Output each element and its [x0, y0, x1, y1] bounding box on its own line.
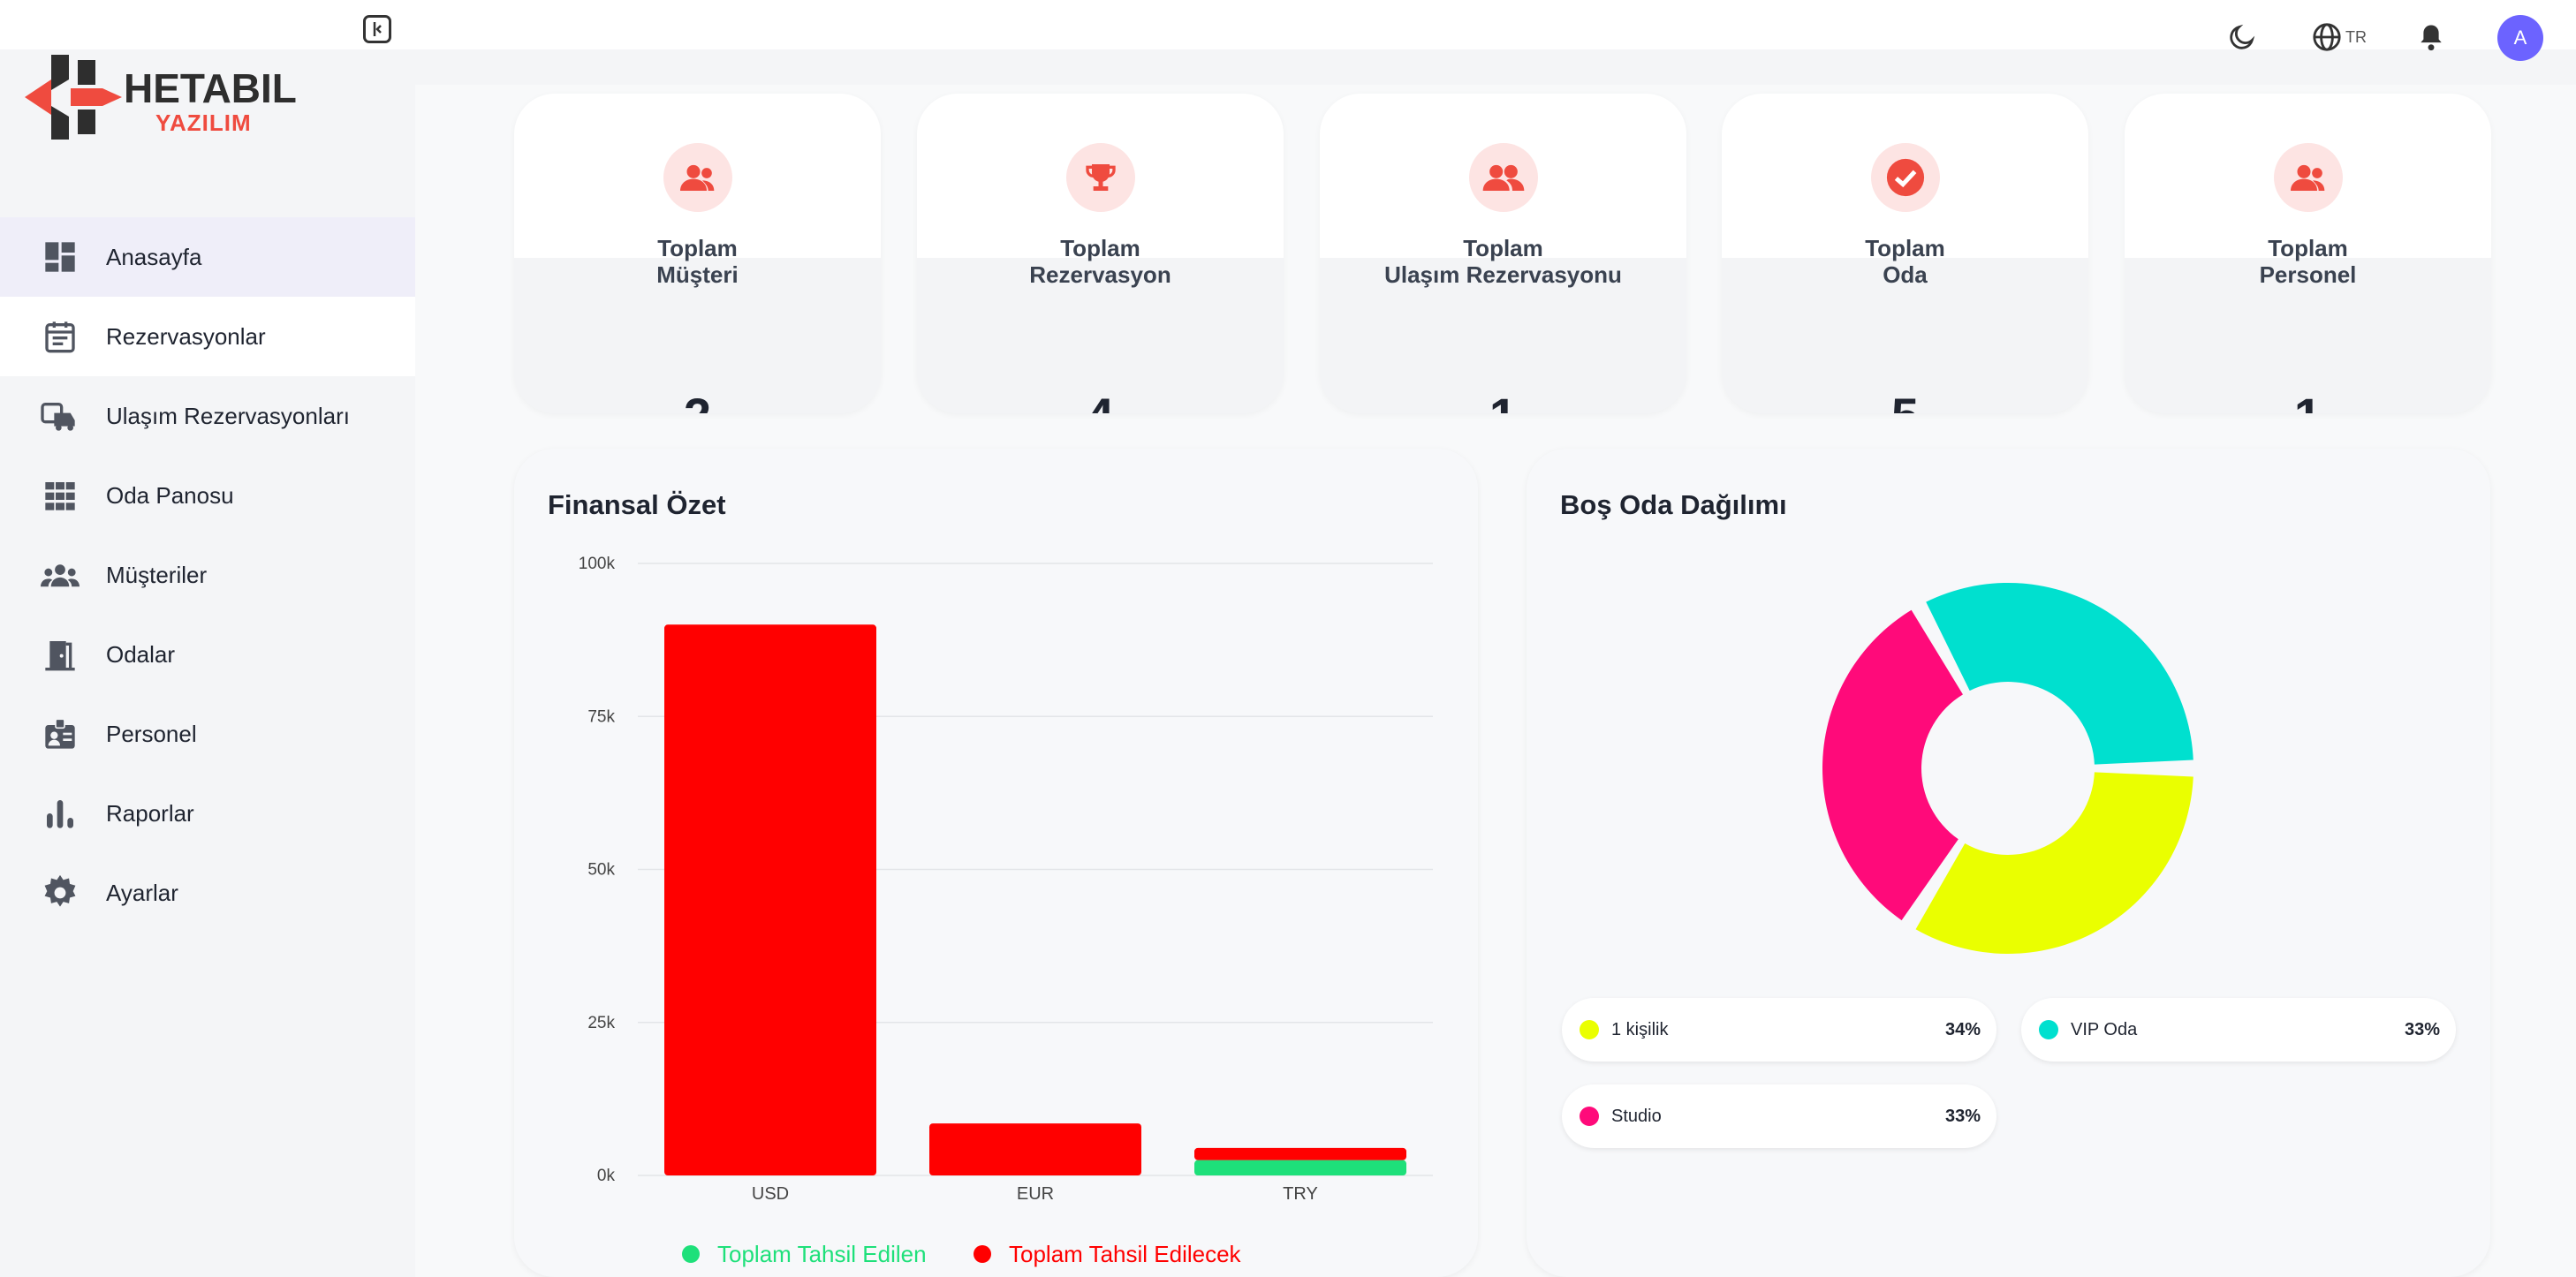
- sidebar-item-rezervasyonlar[interactable]: Rezervasyonlar: [0, 297, 415, 376]
- people-icon: [1468, 143, 1538, 212]
- sidebar-item-label: Personel: [106, 720, 197, 747]
- grid-icon: [41, 476, 80, 515]
- empty-rooms-title: Boş Oda Dağılımı: [1560, 489, 1787, 520]
- sidebar-item-label: Anasayfa: [106, 243, 202, 270]
- donut-slice-2: [1822, 609, 1963, 921]
- bar-chart-icon: [41, 794, 80, 833]
- legend-dot: [974, 1245, 991, 1263]
- sidebar-item-anasayfa[interactable]: Anasayfa: [0, 217, 415, 297]
- svg-text:HETABIL: HETABIL: [124, 65, 297, 111]
- gear-icon: [41, 873, 80, 912]
- sidebar-item-musteriler[interactable]: Müşteriler: [0, 535, 415, 615]
- moon-icon: [2230, 24, 2255, 49]
- legend-item: 1 kişilik 34%: [1562, 998, 1996, 1062]
- finance-title: Finansal Özet: [548, 489, 726, 520]
- people-icon: [663, 143, 732, 212]
- language-label: TR: [2345, 27, 2367, 46]
- sidebar-item-oda-panosu[interactable]: Oda Panosu: [0, 456, 415, 535]
- donut-slice-1: [1915, 772, 2193, 954]
- y-tick-label: 0k: [597, 1167, 616, 1185]
- sidebar-item-label: Oda Panosu: [106, 481, 234, 509]
- y-tick-label: 75k: [587, 707, 615, 726]
- sidebar-collapse-button[interactable]: [363, 15, 391, 43]
- sidebar-nav: Anasayfa Rezervasyonlar Ulaşım Rezervasy…: [0, 217, 415, 933]
- y-tick-label: 100k: [579, 555, 616, 573]
- sidebar-item-personel[interactable]: Personel: [0, 694, 415, 774]
- legend-item: Studio 33%: [1562, 1084, 1996, 1148]
- empty-rooms-panel: Boş Oda Dağılımı 1 kişilik 34% VIP Oda 3…: [1527, 449, 2490, 1277]
- trophy-icon: [1065, 143, 1135, 212]
- sidebar-item-ulasim-rezervasyonlari[interactable]: Ulaşım Rezervasyonları: [0, 376, 415, 456]
- x-tick-label: USD: [752, 1184, 789, 1204]
- finance-panel: Finansal Özet 0k 25k 50k 75k 100k USD EUR TRY To…: [514, 449, 1478, 1277]
- globe-icon: [2313, 23, 2341, 51]
- sidebar-item-label: Ayarlar: [106, 879, 178, 906]
- svg-text:YAZILIM: YAZILIM: [155, 110, 252, 136]
- x-tick-label: TRY: [1283, 1184, 1318, 1204]
- legend-label: Toplam Tahsil Edilen: [717, 1241, 927, 1267]
- legend-dot: [1580, 1020, 1599, 1039]
- avatar[interactable]: A: [2497, 15, 2543, 61]
- legend-dot: [2039, 1020, 2058, 1039]
- top-bar: TR A: [0, 0, 2576, 61]
- notifications-button[interactable]: [2413, 19, 2449, 55]
- sidebar-item-odalar[interactable]: Odalar: [0, 615, 415, 694]
- dashboard-icon: [41, 238, 80, 276]
- bar-try: [1194, 1160, 1406, 1175]
- people-icon: [2273, 143, 2343, 212]
- sidebar-item-raporlar[interactable]: Raporlar: [0, 774, 415, 853]
- bar-try: [1194, 1147, 1406, 1160]
- dark-mode-toggle[interactable]: [2224, 19, 2260, 55]
- donut-slice-3: [1926, 583, 2193, 765]
- x-tick-label: EUR: [1017, 1184, 1054, 1204]
- badge-icon: [41, 714, 80, 753]
- stat-value: 5: [1722, 387, 2088, 413]
- sidebar-item-label: Odalar: [106, 640, 176, 668]
- legend-dot: [1580, 1107, 1599, 1126]
- language-selector[interactable]: TR: [2306, 19, 2373, 55]
- stat-value: 1: [2125, 387, 2491, 413]
- stat-value: 4: [917, 387, 1284, 413]
- bell-icon: [2421, 25, 2442, 51]
- collapse-icon: [373, 22, 382, 36]
- door-icon: [41, 635, 80, 674]
- legend-dot: [682, 1245, 700, 1263]
- legend-label: Toplam Tahsil Edilecek: [1009, 1241, 1242, 1267]
- sidebar-item-label: Ulaşım Rezervasyonları: [106, 402, 350, 429]
- logo[interactable]: HETABIL YAZILIM: [25, 53, 316, 141]
- stat-value: 1: [1320, 387, 1686, 413]
- car-icon: [41, 397, 80, 435]
- empty-rooms-donut-chart: [1822, 583, 2193, 954]
- sidebar-item-ayarlar[interactable]: Ayarlar: [0, 853, 415, 933]
- sidebar-item-label: Rezervasyonlar: [106, 322, 266, 350]
- logo-mark: [25, 55, 122, 140]
- sidebar-item-label: Raporlar: [106, 799, 194, 827]
- legend-item: VIP Oda 33%: [2021, 998, 2456, 1062]
- y-tick-label: 25k: [587, 1014, 615, 1032]
- bar-usd: [664, 624, 876, 1175]
- calendar-icon: [41, 317, 80, 356]
- sidebar: HETABIL YAZILIM Anasayfa Rezervasyonlar …: [0, 49, 415, 1277]
- y-tick-label: 50k: [587, 861, 615, 880]
- finance-bar-chart: 0k 25k 50k 75k 100k USD EUR TRY Toplam Tahsil Ed…: [579, 555, 1433, 1267]
- bar-eur: [929, 1123, 1141, 1175]
- stat-value: 2: [514, 387, 881, 413]
- check-circle-icon: [1870, 143, 1940, 212]
- sidebar-item-label: Müşteriler: [106, 561, 208, 588]
- people-icon: [41, 555, 80, 594]
